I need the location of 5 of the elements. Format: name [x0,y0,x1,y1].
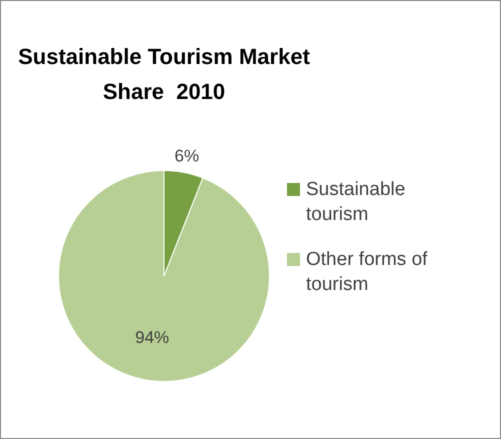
legend-label: Sustainable tourism [306,178,406,227]
chart-title: Sustainable Tourism Market Share 2010 [17,43,311,106]
data-label: 6% [174,146,200,166]
data-label: 94% [135,328,170,347]
legend-label: Other forms of tourism [306,248,428,297]
